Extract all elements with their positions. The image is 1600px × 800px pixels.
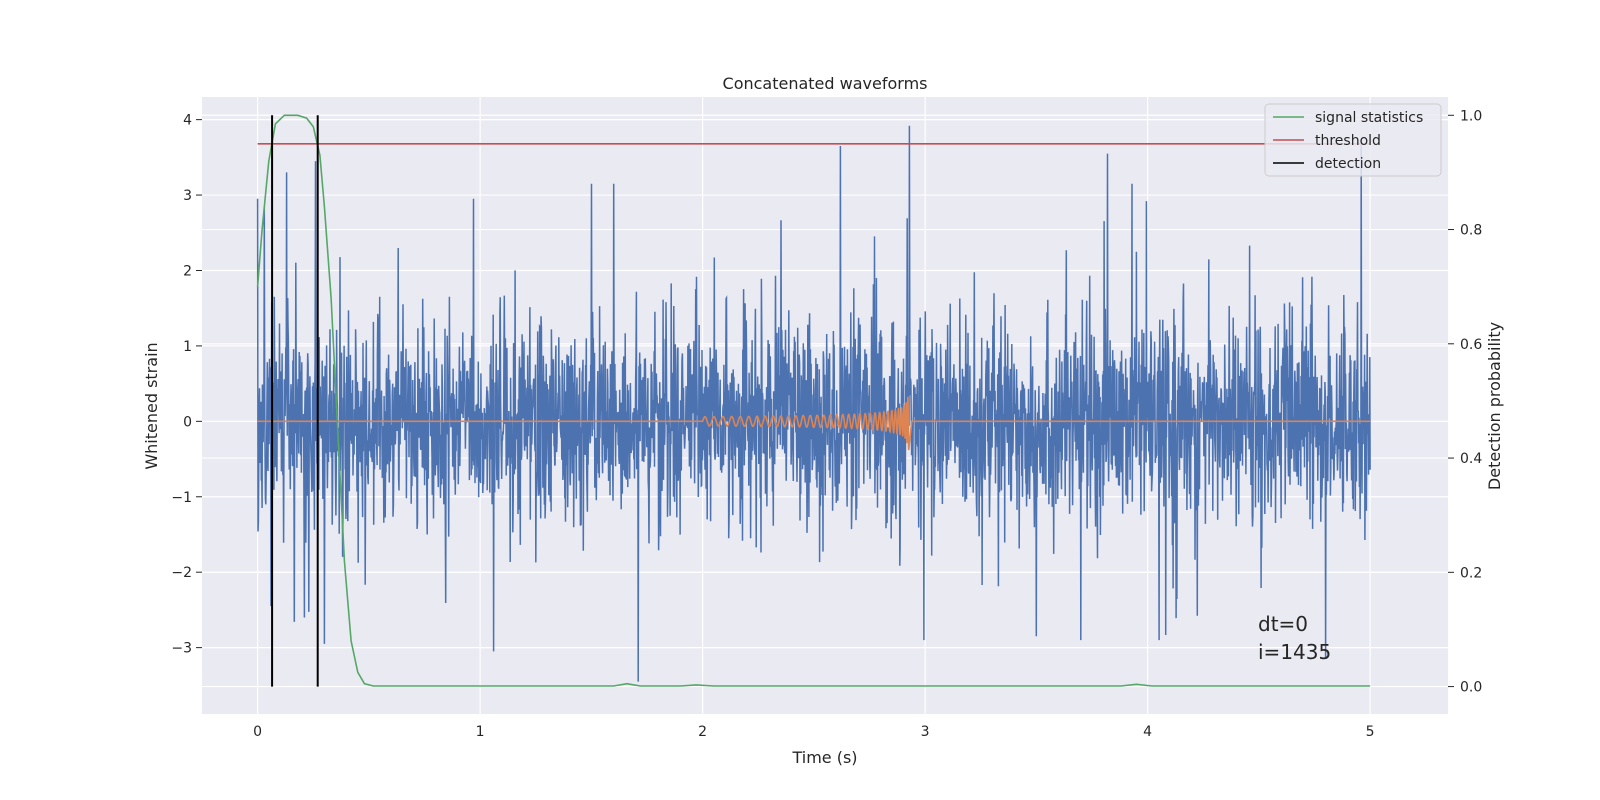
y-tick-label: −2 (171, 565, 192, 581)
x-axis-label: Time (s) (791, 748, 857, 767)
y-tick-label: 1 (183, 339, 192, 355)
y-tick-label: 4 (183, 113, 192, 129)
detection-series (271, 115, 319, 687)
y-axis-right-label: Detection probability (1485, 322, 1504, 490)
y-axis-label: Whitened strain (142, 342, 161, 469)
x-tick-label: 4 (1143, 724, 1152, 740)
legend-label-detection: detection (1315, 156, 1381, 172)
template-series (257, 396, 1371, 451)
y-tick-label: −1 (171, 490, 192, 506)
legend-label-threshold: threshold (1315, 133, 1381, 149)
legend: signal statistics threshold detection (1264, 103, 1442, 177)
signal-statistics-line (256, 114, 1371, 687)
y-right-tick-label: 0.8 (1460, 223, 1482, 239)
x-tick-label: 1 (476, 724, 485, 740)
y-tick-label: 3 (183, 188, 192, 204)
x-tick-label: 5 (1366, 724, 1375, 740)
signal-statistics-series (256, 114, 1371, 687)
strain-series (256, 125, 1371, 682)
chart-title: Concatenated waveforms (723, 74, 928, 93)
y-right-tick-label: 1.0 (1460, 108, 1482, 124)
y-right-tick-label: 0.0 (1460, 680, 1482, 696)
annotation-i: i=1435 (1258, 640, 1331, 664)
y-tick-label: −3 (171, 641, 192, 657)
strain-line (256, 125, 1371, 682)
y-tick-label: 2 (183, 263, 192, 279)
template-line (257, 396, 1371, 451)
y-right-tick-label: 0.2 (1460, 565, 1482, 581)
legend-label-signal-statistics: signal statistics (1315, 110, 1423, 126)
y-right-tick-label: 0.4 (1460, 451, 1482, 467)
annotation-dt: dt=0 (1258, 612, 1308, 636)
y-tick-label: 0 (183, 414, 192, 430)
legend-box (1264, 103, 1442, 177)
x-tick-label: 2 (698, 724, 707, 740)
ticks: 0 1 2 3 4 5 −3 −2 −1 0 1 2 3 4 0.0 0.2 0.4 0.6 0.8 1.0 (171, 108, 1482, 740)
x-tick-label: 3 (921, 724, 930, 740)
x-tick-label: 0 (253, 724, 262, 740)
y-right-tick-label: 0.6 (1460, 337, 1482, 353)
